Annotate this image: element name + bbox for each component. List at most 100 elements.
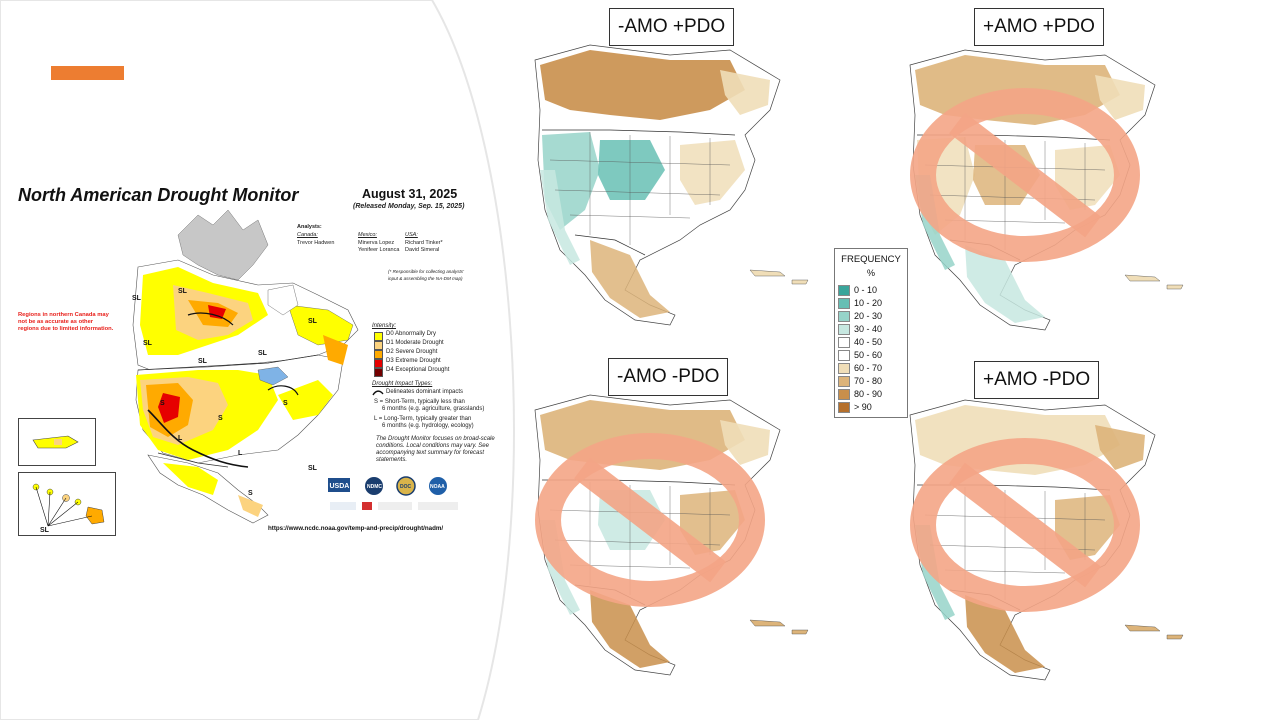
state-lines — [964, 487, 1086, 600]
frequency-region — [680, 490, 745, 555]
impact-line — [147, 409, 249, 468]
frequency-legend-unit: % — [866, 268, 875, 278]
east-usa-d0 — [278, 380, 333, 420]
frequency-swatch — [838, 298, 850, 310]
map-code: S — [160, 400, 165, 407]
frequency-swatch — [838, 389, 850, 401]
east-usa-d2 — [323, 335, 348, 365]
svg-text:DOC: DOC — [400, 484, 412, 490]
usda-logo: USDA — [330, 483, 350, 490]
caribbean — [749, 619, 809, 635]
intensity-swatch — [374, 359, 383, 368]
intensity-title: Intensity: — [372, 323, 397, 329]
svg-text:NDMC: NDMC — [367, 484, 382, 490]
frequency-bin-label: 20 - 30 — [854, 311, 883, 321]
frequency-region — [540, 170, 580, 265]
impact-item: Delineates dominant impacts — [386, 389, 464, 395]
prohibition-ring — [535, 433, 765, 607]
intensity-swatch — [374, 350, 383, 359]
frequency-swatch — [838, 285, 850, 297]
frequency-swatch — [838, 402, 850, 414]
responsible-note: input & assembling the NA-DM map) — [388, 276, 463, 281]
hawaii-inset: SL — [18, 472, 116, 536]
map-code: SL — [308, 318, 318, 325]
doc-logo — [396, 476, 416, 496]
frequency-legend-title: FREQUENCY — [841, 254, 901, 265]
accent-bar — [51, 66, 124, 80]
map-code: SL — [198, 358, 208, 365]
caribbean — [749, 269, 809, 285]
intensity-label: D0 Abnormally Dry — [386, 331, 437, 337]
mexico-d0 — [163, 463, 218, 495]
focus-note: accompanying text summary for forecast — [376, 450, 485, 456]
frequency-bin-label: 10 - 20 — [854, 298, 883, 308]
impact-item: S = Short-Term, typically less than — [374, 399, 465, 405]
frequency-bin-label: 50 - 60 — [854, 350, 883, 360]
ndmc-logo — [365, 477, 383, 495]
intensity-label: D1 Moderate Drought — [386, 340, 444, 346]
intensity-label: D4 Exceptional Drought — [386, 367, 450, 373]
map-code: L — [238, 450, 243, 457]
map-code: SL — [308, 465, 318, 472]
prohibition-ring — [910, 438, 1140, 612]
analysts-heading: Analysts: — [297, 224, 322, 230]
state-lines — [589, 482, 711, 595]
prohibition-slash — [949, 462, 1101, 588]
frequency-region — [965, 245, 1045, 323]
frequency-swatch — [838, 311, 850, 323]
map-code: S — [248, 490, 253, 497]
frequency-region — [1055, 145, 1120, 210]
impact-item: 6 months (e.g. hydrology, ecology) — [382, 423, 474, 429]
frequency-swatch — [838, 324, 850, 336]
hudson-bay — [267, 284, 299, 316]
puerto-rico-inset — [18, 418, 96, 466]
prohibition-ring — [910, 88, 1140, 262]
frequency-bin-label: 40 - 50 — [854, 337, 883, 347]
prohibition-slash — [574, 457, 726, 583]
focus-note: conditions. Local conditions may vary. S… — [376, 443, 489, 449]
east-canada-d0 — [287, 304, 354, 346]
drought-monitor-map: SL SL SL SL SL SL S S S S L L SL — [132, 209, 359, 524]
agency-logos: USDA NDMC DOC NOAA — [328, 476, 458, 510]
frequency-swatch — [838, 363, 850, 375]
frequency-region — [1055, 495, 1120, 560]
map-code: SL — [143, 340, 153, 347]
canada-label: Canada: — [297, 232, 318, 238]
frequency-bin: 50 - 60 — [838, 350, 883, 362]
frequency-region — [1095, 75, 1145, 120]
canada-us-border — [137, 354, 319, 371]
frequency-bin-label: 60 - 70 — [854, 363, 883, 373]
intensity-label: D2 Severe Drought — [386, 349, 438, 355]
northern-canada-note: Regions in northern Canada may not be as… — [18, 312, 114, 332]
impact-line — [187, 312, 234, 326]
mexico-analyst: Yenifeer Loranca — [358, 247, 400, 253]
frequency-swatch — [838, 350, 850, 362]
map-code: S — [218, 415, 223, 422]
composite-label: +AMO +PDO — [974, 8, 1104, 46]
frequency-region — [965, 595, 1045, 673]
state-lines — [964, 137, 1086, 250]
frequency-bin-label: 30 - 40 — [854, 324, 883, 334]
frequency-bin: 70 - 80 — [838, 376, 882, 388]
frequency-swatch — [838, 376, 850, 388]
frequency-region — [540, 50, 745, 120]
us-mexico-border — [157, 452, 229, 468]
impact-title: Drought Impact Types: — [372, 381, 433, 387]
drought-monitor-url[interactable]: https://www.ncdc.noaa.gov/temp-and-preci… — [268, 525, 444, 532]
map-code: L — [178, 435, 183, 442]
map-code: SL — [258, 350, 268, 357]
frequency-bin: 60 - 70 — [838, 363, 883, 375]
impact-item: 6 months (e.g. agriculture, grasslands) — [382, 406, 485, 412]
usa-label: USA: — [405, 232, 418, 238]
hawaii-code: SL — [40, 527, 50, 534]
frequency-bin: 10 - 20 — [838, 298, 883, 310]
usa-analyst: David Simeral — [405, 247, 440, 253]
frequency-bin: 30 - 40 — [838, 324, 883, 336]
frequency-region — [1095, 425, 1145, 470]
map-code: S — [283, 400, 288, 407]
frequency-region — [680, 140, 745, 205]
intensity-label: D3 Extreme Drought — [386, 358, 441, 364]
canada-analyst: Trevor Hadwen — [297, 240, 335, 246]
frequency-region — [598, 140, 665, 200]
